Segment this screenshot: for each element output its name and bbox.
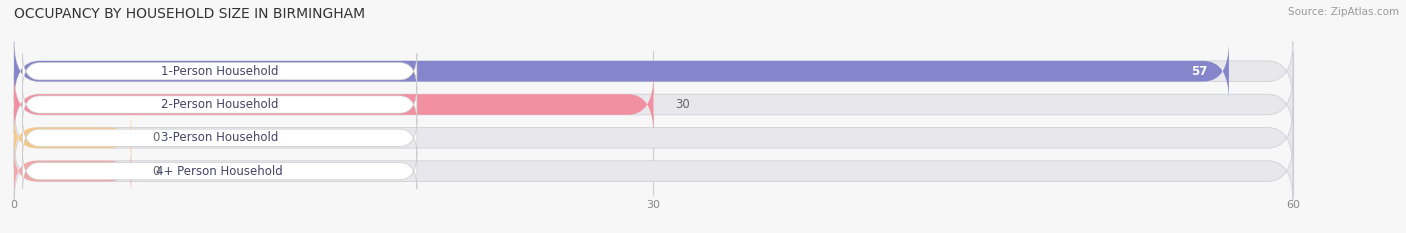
Text: 0: 0 [153,131,160,144]
Text: 0: 0 [153,164,160,178]
FancyBboxPatch shape [14,148,131,194]
Text: 57: 57 [1191,65,1208,78]
Text: 3-Person Household: 3-Person Household [162,131,278,144]
FancyBboxPatch shape [14,42,1229,101]
FancyBboxPatch shape [14,42,1294,101]
FancyBboxPatch shape [22,86,416,123]
FancyBboxPatch shape [22,153,416,189]
Text: OCCUPANCY BY HOUSEHOLD SIZE IN BIRMINGHAM: OCCUPANCY BY HOUSEHOLD SIZE IN BIRMINGHA… [14,7,366,21]
Text: 2-Person Household: 2-Person Household [160,98,278,111]
FancyBboxPatch shape [22,120,416,156]
FancyBboxPatch shape [14,108,1294,168]
Text: 1-Person Household: 1-Person Household [160,65,278,78]
FancyBboxPatch shape [14,75,654,134]
FancyBboxPatch shape [14,75,1294,134]
FancyBboxPatch shape [22,53,416,89]
Text: Source: ZipAtlas.com: Source: ZipAtlas.com [1288,7,1399,17]
Text: 4+ Person Household: 4+ Person Household [156,164,283,178]
FancyBboxPatch shape [14,115,131,161]
Text: 30: 30 [675,98,689,111]
FancyBboxPatch shape [14,141,1294,201]
